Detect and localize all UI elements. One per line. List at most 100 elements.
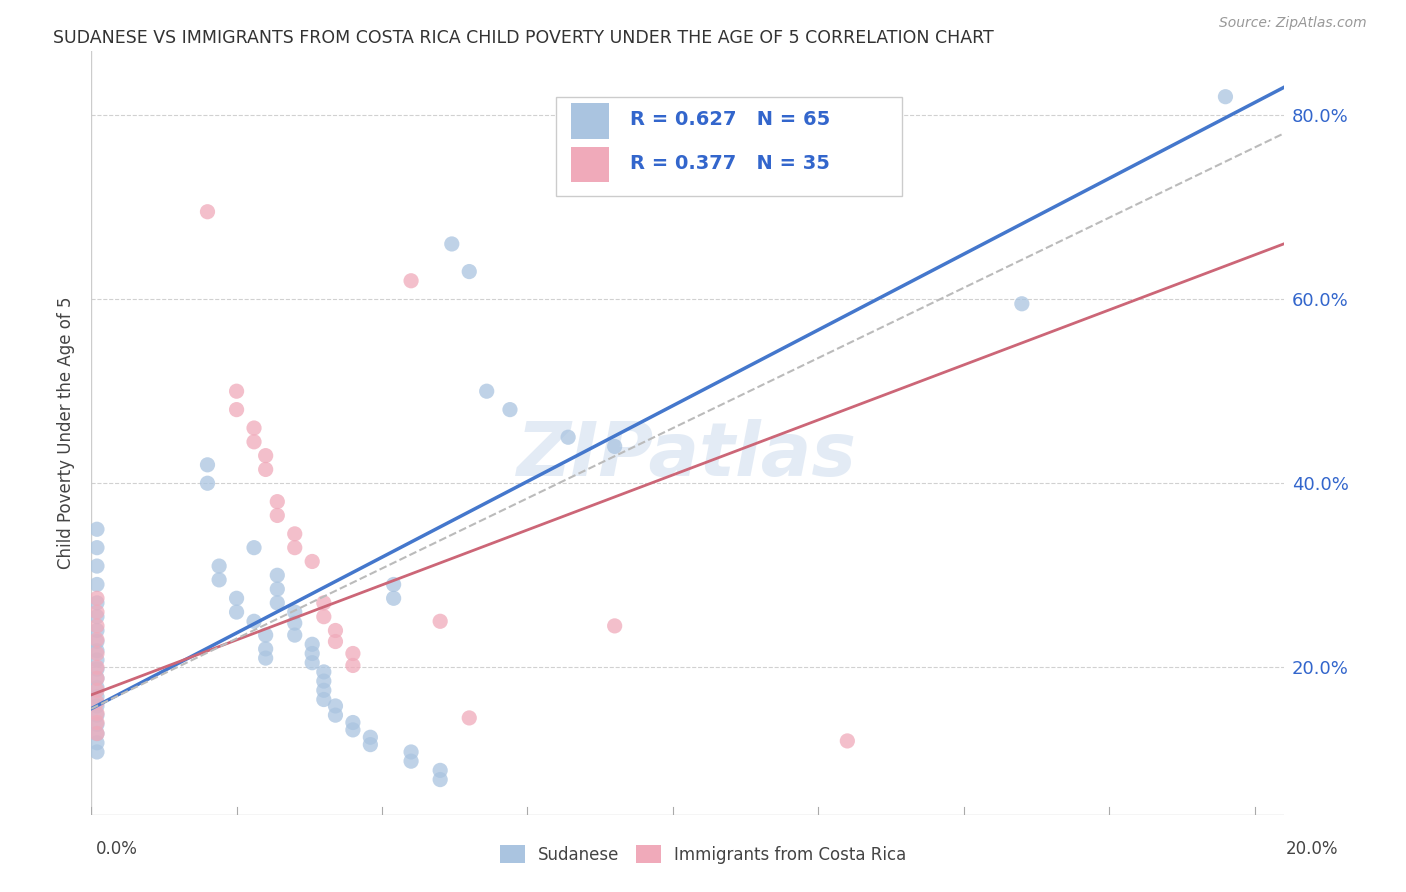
Point [837, 734, 859, 748]
Legend: Sudanese, Immigrants from Costa Rica: Sudanese, Immigrants from Costa Rica [494, 838, 912, 871]
Point [429, 772, 451, 787]
Point [301, 637, 323, 651]
FancyBboxPatch shape [571, 147, 609, 182]
Point [86, 609, 108, 624]
Point [243, 434, 266, 449]
Point [284, 616, 307, 631]
Point [382, 591, 405, 606]
Point [243, 421, 266, 435]
Point [254, 449, 277, 463]
Point [342, 715, 364, 730]
Point [86, 605, 108, 619]
Point [254, 628, 277, 642]
Text: 20.0%: 20.0% [1286, 840, 1339, 858]
Point [301, 656, 323, 670]
Point [243, 615, 266, 629]
Point [86, 596, 108, 610]
Point [208, 573, 231, 587]
Point [266, 494, 288, 508]
Point [382, 577, 405, 591]
Point [359, 731, 381, 745]
Point [284, 628, 307, 642]
Point [458, 264, 481, 278]
Point [86, 577, 108, 591]
Point [197, 476, 219, 491]
Point [312, 683, 335, 698]
Point [254, 641, 277, 656]
Point [86, 660, 108, 674]
Text: 0.0%: 0.0% [96, 840, 138, 858]
Point [86, 683, 108, 698]
Point [86, 671, 108, 685]
Point [86, 653, 108, 667]
Point [86, 726, 108, 740]
Point [312, 596, 335, 610]
Point [266, 508, 288, 523]
Point [266, 582, 288, 596]
Point [266, 568, 288, 582]
Y-axis label: Child Poverty Under the Age of 5: Child Poverty Under the Age of 5 [58, 296, 75, 569]
Text: Source: ZipAtlas.com: Source: ZipAtlas.com [1219, 16, 1367, 30]
Point [284, 526, 307, 541]
Point [440, 236, 463, 251]
Point [399, 274, 422, 288]
Point [1011, 297, 1033, 311]
Point [499, 402, 522, 417]
Point [86, 644, 108, 658]
Point [86, 745, 108, 759]
Point [284, 541, 307, 555]
Point [86, 619, 108, 633]
Point [312, 674, 335, 689]
Point [429, 764, 451, 778]
Point [603, 439, 626, 453]
Point [86, 695, 108, 709]
Point [243, 541, 266, 555]
Point [342, 658, 364, 673]
Text: ZIPatlas: ZIPatlas [517, 419, 858, 492]
Point [225, 402, 247, 417]
Text: R = 0.377   N = 35: R = 0.377 N = 35 [630, 154, 830, 173]
Point [86, 559, 108, 574]
Point [86, 736, 108, 750]
Point [399, 745, 422, 759]
Point [86, 715, 108, 730]
Point [254, 651, 277, 665]
Point [86, 671, 108, 685]
Point [86, 726, 108, 740]
Point [266, 596, 288, 610]
Point [301, 647, 323, 661]
Point [86, 717, 108, 731]
Point [86, 624, 108, 638]
Point [86, 662, 108, 676]
Point [86, 681, 108, 695]
Point [557, 430, 579, 444]
Point [86, 634, 108, 648]
Point [86, 698, 108, 713]
Text: SUDANESE VS IMMIGRANTS FROM COSTA RICA CHILD POVERTY UNDER THE AGE OF 5 CORRELAT: SUDANESE VS IMMIGRANTS FROM COSTA RICA C… [53, 29, 994, 46]
FancyBboxPatch shape [557, 96, 903, 196]
Point [301, 554, 323, 568]
Point [225, 384, 247, 399]
Point [197, 204, 219, 219]
Point [208, 559, 231, 574]
Point [86, 541, 108, 555]
Point [312, 665, 335, 679]
Point [225, 605, 247, 619]
Point [325, 698, 347, 713]
Point [325, 624, 347, 638]
Point [86, 708, 108, 723]
Point [312, 609, 335, 624]
Text: R = 0.627   N = 65: R = 0.627 N = 65 [630, 110, 831, 129]
Point [359, 738, 381, 752]
Point [312, 692, 335, 706]
Point [342, 723, 364, 737]
Point [86, 706, 108, 721]
Point [86, 690, 108, 704]
Point [1215, 89, 1237, 103]
Point [475, 384, 498, 399]
Point [284, 605, 307, 619]
Point [342, 647, 364, 661]
Point [325, 708, 347, 723]
Point [399, 754, 422, 768]
Point [86, 522, 108, 536]
